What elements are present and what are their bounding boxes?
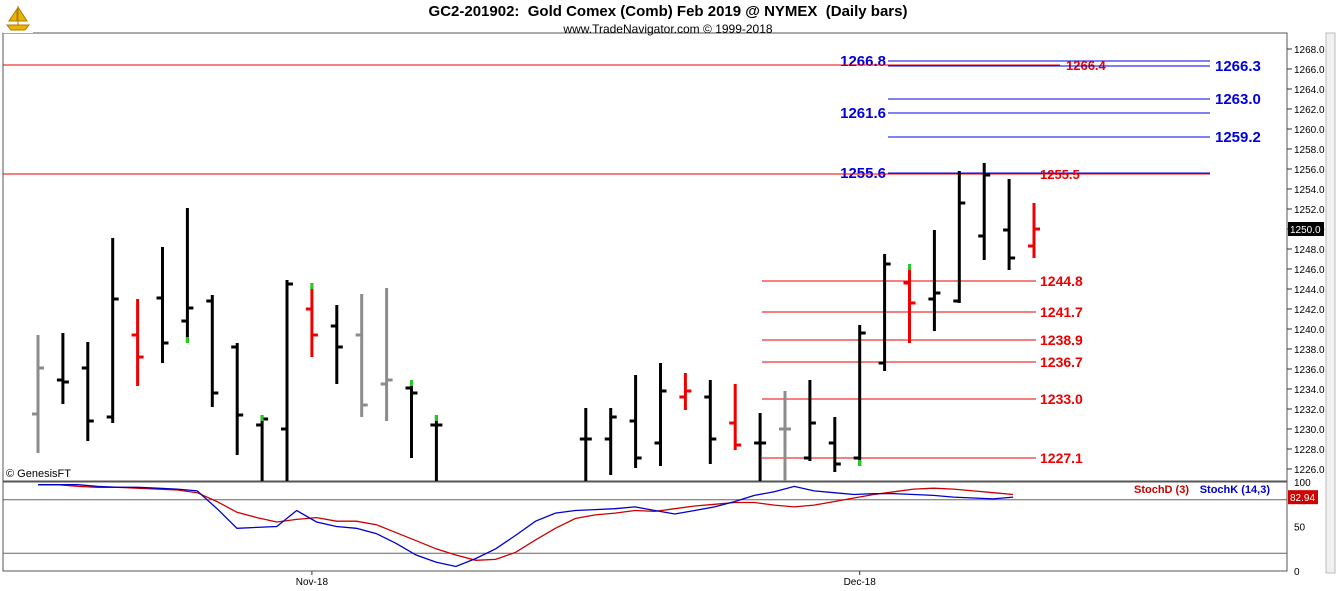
- price-tick-label: 1240.0: [1294, 325, 1325, 336]
- price-tick-label: 1248.0: [1294, 245, 1325, 256]
- vertical-scrollbar: [1325, 32, 1336, 574]
- level-label: 1263.0: [1215, 91, 1261, 108]
- price-tick-label: 1268.0: [1294, 45, 1325, 56]
- last-price-box: [1288, 222, 1324, 236]
- price-tick-label: 1254.0: [1294, 185, 1325, 196]
- price-tick-label: 1226.0: [1294, 465, 1325, 476]
- level-label: 1259.2: [1215, 129, 1261, 146]
- ohlc-bar: [256, 415, 269, 481]
- ohlc-bar: [405, 380, 418, 458]
- level-label: 1233.0: [1040, 391, 1083, 407]
- chart-subtitle: www.TradeNavigator.com © 1999-2018: [563, 22, 773, 36]
- ohlc-bar: [181, 208, 194, 343]
- ohlc-bar: [803, 380, 816, 461]
- ohlc-bar: [81, 342, 94, 441]
- price-tick-label: 1236.0: [1294, 365, 1325, 376]
- ohlc-bar: [1003, 179, 1016, 270]
- level-label: 1244.8: [1040, 273, 1083, 289]
- ohlc-bar: [206, 295, 219, 407]
- level-label: 1236.7: [1040, 354, 1083, 370]
- x-axis-label: Dec-18: [844, 577, 877, 588]
- price-tick-label: 1262.0: [1294, 105, 1325, 116]
- stoch-plot-frame: [2, 481, 1288, 572]
- stoch-legend-k: StochK (14,3): [1200, 484, 1271, 496]
- ohlc-bar: [32, 335, 44, 453]
- ohlc-bar: [853, 325, 866, 466]
- ohlc-bar: [1028, 203, 1040, 258]
- x-axis-label: Nov-18: [296, 577, 329, 588]
- ohlc-bar: [355, 294, 368, 417]
- ohlc-bar: [56, 333, 69, 404]
- level-label: 1241.7: [1040, 304, 1083, 320]
- level-label: 1238.9: [1040, 332, 1083, 348]
- price-tick-label: 1258.0: [1294, 145, 1325, 156]
- price-tick-label: 1228.0: [1294, 445, 1325, 456]
- ohlc-bar: [953, 171, 966, 303]
- price-tick-label: 1264.0: [1294, 85, 1325, 96]
- ohlc-bar: [380, 288, 393, 421]
- price-tick-label: 1242.0: [1294, 305, 1325, 316]
- ohlc-bar: [978, 163, 991, 260]
- stochastic-panel: Nov-18 Dec-18 0 50 100 StochD (3) StochK (14,3…: [2, 32, 1336, 588]
- ohlc-bar: [330, 305, 343, 384]
- ohlc-bar: [629, 375, 642, 468]
- ohlc-bar: [729, 384, 742, 450]
- genesis-sailboat-logo: [3, 3, 33, 33]
- price-tick-label: 1256.0: [1294, 165, 1325, 176]
- stoch-last-value-box: [1288, 490, 1318, 505]
- ohlc-bar: [779, 391, 791, 481]
- level-label: 1227.1: [1040, 450, 1083, 466]
- level-label: 1266.3: [1215, 58, 1261, 75]
- price-tick-label: 1260.0: [1294, 125, 1325, 136]
- chart-title: GC2-201902: Gold Comex (Comb) Feb 2019 @…: [428, 3, 908, 20]
- price-tick-label: 1252.0: [1294, 205, 1325, 216]
- ohlc-bar: [704, 380, 717, 464]
- stoch-tick-label: 100: [1294, 478, 1311, 489]
- stoch-tick-label: 0: [1294, 567, 1300, 578]
- ohlc-bar: [579, 408, 592, 481]
- ohlc-bar: [828, 417, 841, 472]
- ohlc-bar: [928, 230, 941, 331]
- price-tick-label: 1246.0: [1294, 265, 1325, 276]
- price-tick-label: 1234.0: [1294, 385, 1325, 396]
- stoch-tick-label: 50: [1294, 523, 1306, 534]
- ohlc-bar: [654, 363, 667, 466]
- stoch-last-value-label: 82.94: [1290, 493, 1315, 504]
- stoch-series-line: [38, 484, 1014, 568]
- ohlc-bar: [231, 343, 244, 455]
- price-tick-label: 1232.0: [1294, 405, 1325, 416]
- level-label: 1266.8: [840, 53, 886, 70]
- level-label: 1255.5: [1040, 167, 1080, 182]
- copyright-footnote: © GenesisFT: [6, 468, 71, 480]
- price-tick-label: 1238.0: [1294, 345, 1325, 356]
- ohlc-bar: [156, 247, 169, 363]
- price-plot-frame: [2, 32, 1288, 482]
- ohlc-bar: [281, 280, 293, 481]
- price-tick-label: 1266.0: [1294, 65, 1325, 76]
- ohlc-bar: [679, 373, 692, 410]
- ohlc-bar: [305, 283, 318, 357]
- ohlc-bar: [903, 264, 916, 343]
- ohlc-bar: [131, 299, 144, 386]
- ohlc-bar: [754, 413, 767, 481]
- stoch-series-line: [38, 484, 1014, 561]
- level-label: 1261.6: [840, 105, 886, 122]
- price-panel: 1226.0 1228.0 1230.0 1232.0 1234.0 1236.0 1238…: [2, 32, 1325, 482]
- last-price-label: 1250.0: [1290, 225, 1321, 236]
- ohlc-bar: [106, 238, 119, 423]
- ohlc-bar: [878, 254, 891, 371]
- ohlc-bar: [604, 408, 617, 475]
- stoch-legend-d: StochD (3): [1134, 484, 1189, 496]
- price-tick-label: 1244.0: [1294, 285, 1325, 296]
- price-tick-label: 1230.0: [1294, 425, 1325, 436]
- ohlc-bar: [430, 415, 443, 481]
